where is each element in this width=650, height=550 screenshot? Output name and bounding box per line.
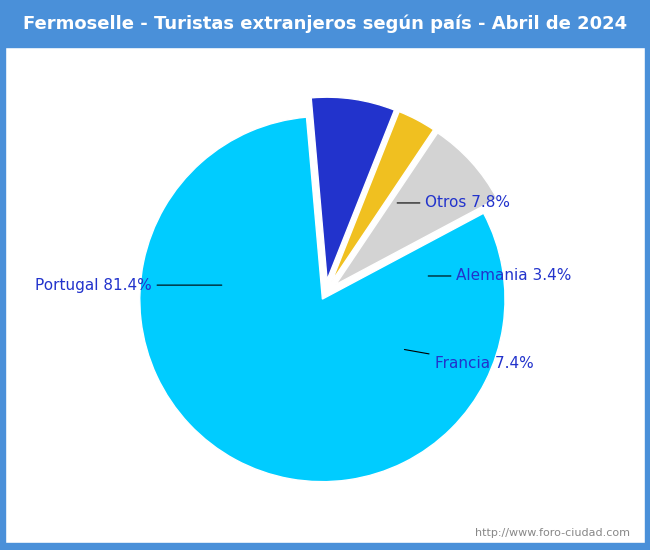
Text: Francia 7.4%: Francia 7.4% <box>404 349 533 371</box>
Wedge shape <box>140 117 505 482</box>
Wedge shape <box>311 97 395 280</box>
Text: Fermoselle - Turistas extranjeros según país - Abril de 2024: Fermoselle - Turistas extranjeros según … <box>23 14 627 33</box>
Text: Otros 7.8%: Otros 7.8% <box>397 195 510 211</box>
Wedge shape <box>336 133 497 284</box>
Text: Alemania 3.4%: Alemania 3.4% <box>428 268 572 283</box>
Text: Portugal 81.4%: Portugal 81.4% <box>35 278 222 293</box>
Text: http://www.foro-ciudad.com: http://www.foro-ciudad.com <box>476 529 630 538</box>
Wedge shape <box>332 112 434 281</box>
